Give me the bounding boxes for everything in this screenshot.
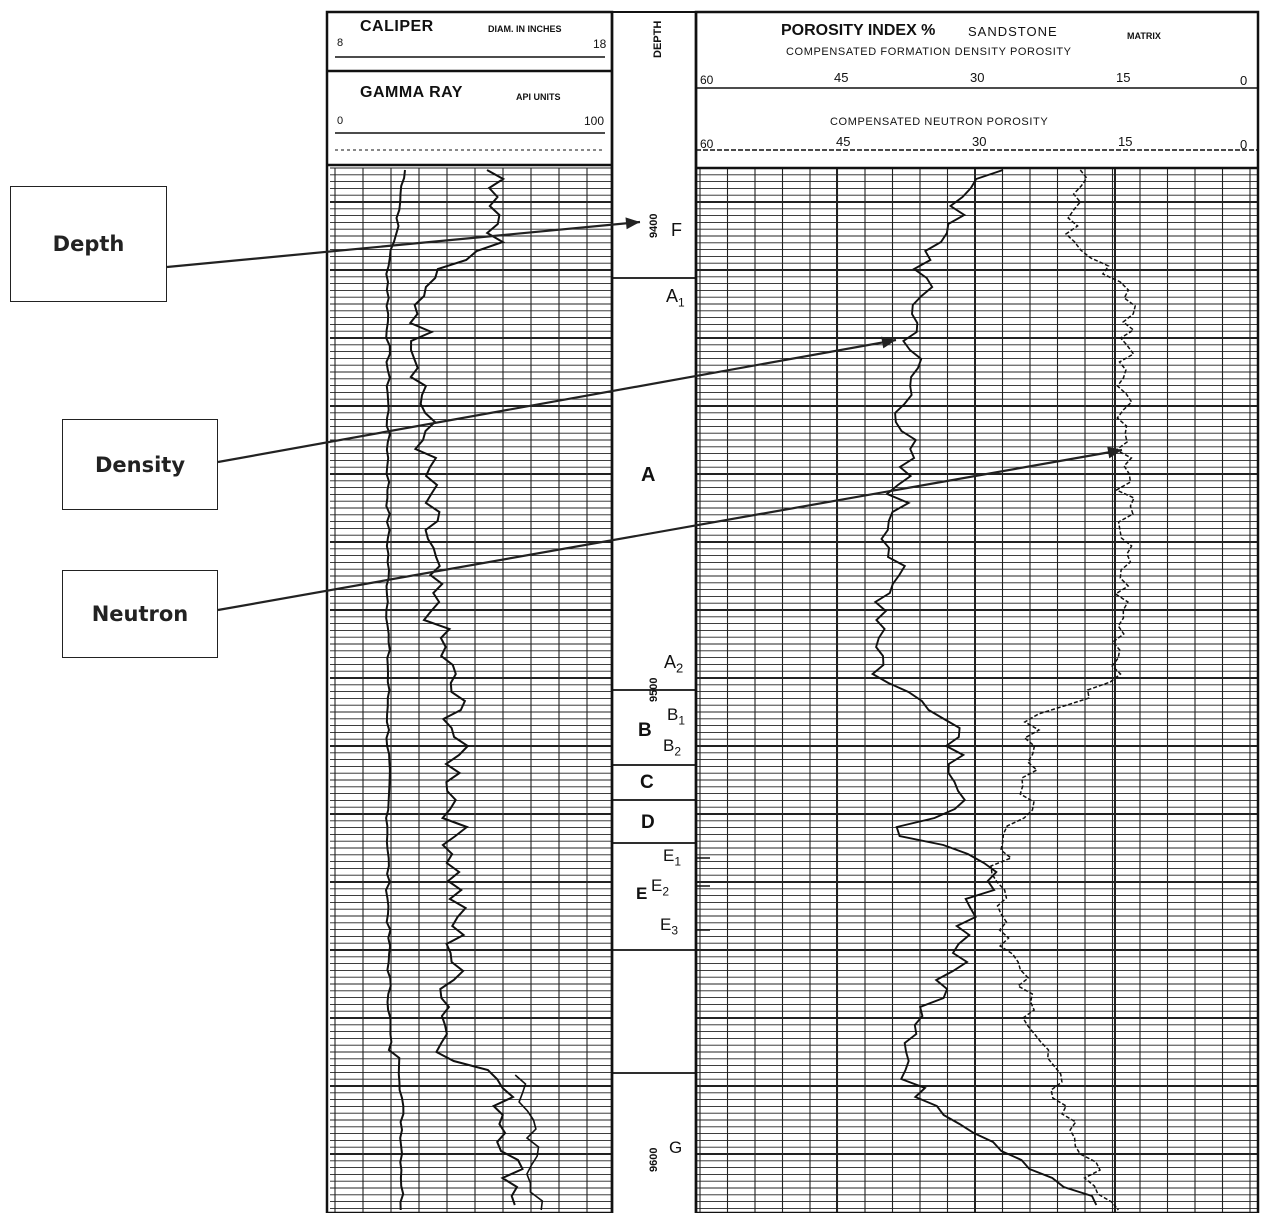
neutron-curve bbox=[990, 169, 1137, 1211]
density-curve bbox=[870, 169, 1098, 1206]
zone-e3-letter: E bbox=[660, 915, 672, 934]
neutron-arrow-head bbox=[1107, 446, 1122, 459]
density-porosity-title: COMPENSATED FORMATION DENSITY POROSITY bbox=[786, 46, 1072, 58]
neutron-porosity-title: COMPENSATED NEUTRON POROSITY bbox=[830, 116, 1049, 128]
caliper-title: CALIPER bbox=[360, 18, 434, 35]
track2-grid bbox=[696, 167, 1258, 1213]
zone-label-b1: B1 bbox=[667, 705, 685, 727]
gamma-scale-min: 0 bbox=[337, 115, 344, 127]
zone-label-f: F bbox=[671, 220, 682, 240]
gamma-ray-curve bbox=[408, 169, 524, 1206]
zone-e3-sub: 3 bbox=[671, 923, 679, 938]
track1-grid bbox=[330, 167, 612, 1213]
track-frames bbox=[325, 10, 1260, 1213]
neutron-scale-60: 60 bbox=[700, 137, 714, 151]
zone-label-a: A bbox=[641, 464, 656, 486]
zone-a2-letter: A bbox=[664, 652, 677, 672]
zone-label-e1: E1 bbox=[663, 846, 681, 868]
zone-b2-letter: B bbox=[663, 736, 675, 755]
zone-label-g: G bbox=[669, 1138, 683, 1157]
zone-a1-letter: A bbox=[666, 286, 679, 306]
caliper-scale-max: 18 bbox=[593, 37, 607, 51]
zone-e1-sub: 1 bbox=[674, 854, 682, 869]
zone-e1-letter: E bbox=[663, 846, 675, 865]
zone-label-e: E bbox=[636, 884, 648, 903]
callout-arrows bbox=[166, 217, 1123, 612]
density-scale-30: 30 bbox=[970, 70, 985, 85]
zone-label-a1: A1 bbox=[666, 286, 685, 310]
gamma-ray-curve-secondary bbox=[514, 1074, 544, 1211]
zone-label-d: D bbox=[641, 812, 655, 833]
matrix-value: SANDSTONE bbox=[968, 24, 1058, 39]
depth-mark-9600: 9600 bbox=[648, 1147, 660, 1172]
zone-a1-sub: 1 bbox=[678, 295, 685, 310]
zone-label-b: B bbox=[638, 720, 652, 741]
zone-b1-sub: 1 bbox=[678, 713, 686, 728]
neutron-arrow bbox=[217, 448, 1123, 612]
zone-label-b2: B2 bbox=[663, 736, 681, 758]
neutron-scale-30: 30 bbox=[972, 134, 987, 149]
density-callout: Density bbox=[62, 419, 218, 510]
density-arrow bbox=[217, 338, 897, 464]
gamma-ray-title: GAMMA RAY bbox=[360, 84, 463, 101]
neutron-scale-15: 15 bbox=[1118, 134, 1133, 149]
track1-frame bbox=[325, 10, 614, 1213]
zone-label-c: C bbox=[640, 772, 654, 793]
zone-label-e3: E3 bbox=[660, 915, 678, 937]
zone-a2-sub: 2 bbox=[676, 660, 684, 676]
caliper-units: DIAM. IN INCHES bbox=[488, 24, 562, 34]
zone-boundaries bbox=[612, 277, 710, 1074]
density-arrow-head bbox=[881, 336, 896, 349]
track2-frame bbox=[694, 10, 1260, 1213]
depth-mark-9400: 9400 bbox=[648, 213, 660, 238]
log-curves bbox=[384, 169, 1137, 1211]
caliper-curve bbox=[384, 169, 406, 1211]
zone-b1-letter: B bbox=[667, 705, 679, 724]
matrix-label: MATRIX bbox=[1127, 31, 1161, 41]
depth-mark-9500: 9500 bbox=[648, 677, 660, 702]
zone-label-e2: E2 bbox=[651, 876, 669, 898]
neutron-scale-45: 45 bbox=[836, 134, 851, 149]
density-scale-60: 60 bbox=[700, 73, 714, 87]
zone-e2-sub: 2 bbox=[662, 884, 670, 899]
gamma-scale-max: 100 bbox=[584, 114, 605, 128]
gamma-ray-units: API UNITS bbox=[516, 92, 561, 102]
density-scale-45: 45 bbox=[834, 70, 849, 85]
density-scale-0: 0 bbox=[1240, 73, 1248, 88]
neutron-scale-0: 0 bbox=[1240, 137, 1248, 152]
zone-e2-letter: E bbox=[651, 876, 663, 895]
caliper-scale-min: 8 bbox=[337, 37, 344, 49]
neutron-callout: Neutron bbox=[62, 570, 218, 658]
porosity-index-title: POROSITY INDEX % bbox=[781, 22, 936, 39]
depth-arrow-head bbox=[625, 217, 640, 230]
density-scale-15: 15 bbox=[1116, 70, 1131, 85]
depth-arrow bbox=[166, 220, 641, 269]
zone-b2-sub: 2 bbox=[674, 744, 682, 759]
depth-callout: Depth bbox=[10, 186, 167, 302]
zone-label-a2: A2 bbox=[664, 652, 683, 676]
depth-header: DEPTH bbox=[652, 20, 664, 58]
